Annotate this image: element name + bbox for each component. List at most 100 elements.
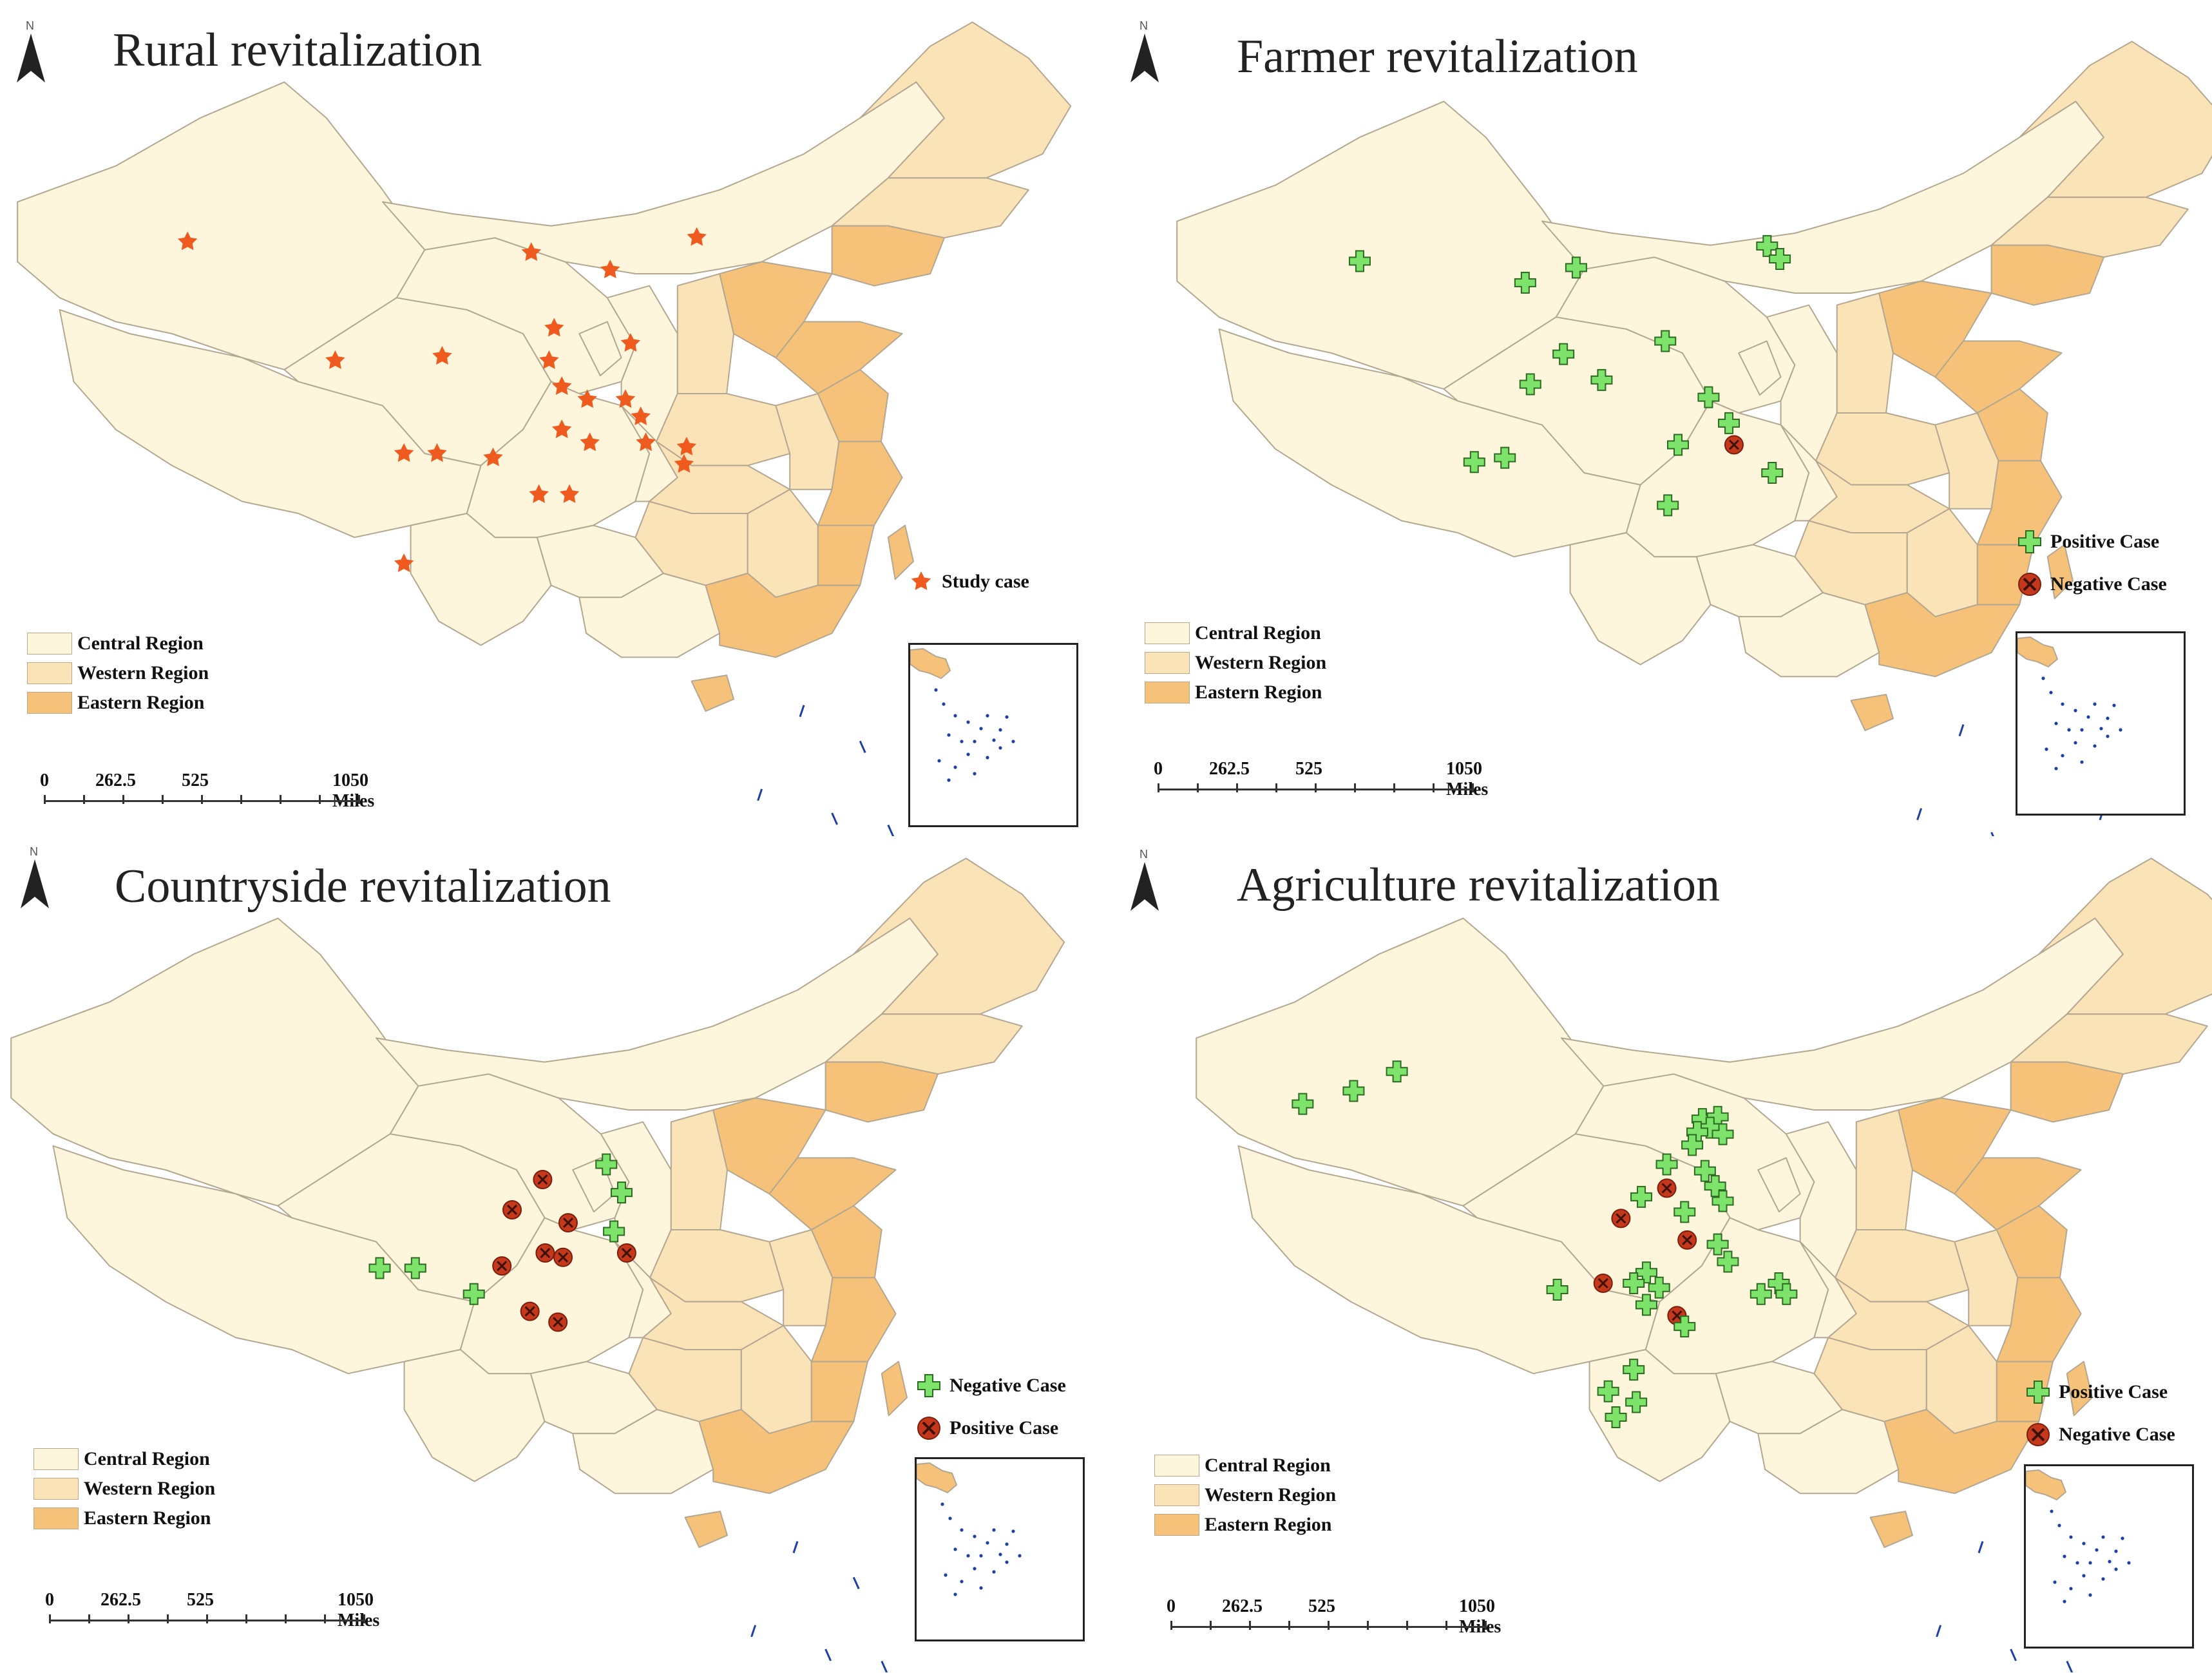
green-cross-marker-icon bbox=[1775, 1283, 1798, 1305]
green-cross-marker-icon bbox=[1623, 1359, 1645, 1381]
scale-tick bbox=[1288, 1621, 1290, 1630]
inset-island-dot bbox=[2082, 1542, 2086, 1545]
province-heilongjiang bbox=[859, 21, 1072, 179]
symbol-legend: Study case bbox=[907, 560, 1029, 603]
inset-island-dot bbox=[2099, 727, 2103, 731]
inset-island-dot bbox=[2088, 1561, 2092, 1565]
inset-island-dot bbox=[960, 740, 964, 743]
inset-island-dot bbox=[947, 733, 951, 737]
inset-island-dot bbox=[2067, 728, 2071, 732]
island-mark bbox=[825, 1649, 832, 1661]
green-cross-marker-icon bbox=[1697, 386, 1720, 408]
province-guangdong bbox=[1864, 592, 2021, 678]
province-yunnan bbox=[1588, 1349, 1731, 1482]
scale-tick bbox=[1236, 783, 1238, 792]
inset-island-dot bbox=[2093, 702, 2097, 706]
green-cross-marker-icon bbox=[1342, 1080, 1365, 1102]
north-arrow-icon: N bbox=[1125, 19, 1164, 84]
inset-island-dot bbox=[940, 1502, 944, 1506]
red-x-circle-marker-icon bbox=[535, 1243, 555, 1263]
island-mark bbox=[1916, 808, 1923, 821]
red-x-circle-marker-icon bbox=[553, 1247, 573, 1267]
green-cross-marker-icon bbox=[1605, 1406, 1627, 1428]
green-cross-marker-icon bbox=[1519, 373, 1541, 396]
island-mark bbox=[881, 1660, 888, 1672]
north-arrow-icon: N bbox=[1125, 848, 1164, 912]
scale-tick bbox=[167, 1614, 169, 1623]
red-x-circle-icon bbox=[2018, 573, 2041, 596]
inset-island-dot bbox=[2106, 734, 2110, 738]
red-x-circle-marker-icon bbox=[558, 1213, 578, 1233]
green-cross-marker-icon bbox=[1673, 1201, 1696, 1223]
island-mark bbox=[750, 1625, 757, 1638]
inset-island-dot bbox=[966, 752, 970, 756]
province-heilongjiang bbox=[2019, 41, 2212, 198]
study-case-star-icon bbox=[394, 443, 414, 462]
province-yunnan bbox=[1569, 532, 1711, 665]
inset-island-dot bbox=[973, 772, 977, 776]
map-title: Agriculture revitalization bbox=[1237, 859, 1720, 912]
scale-tick bbox=[1354, 783, 1356, 792]
inset-island-dot bbox=[986, 1541, 989, 1545]
scale-tick bbox=[1433, 783, 1435, 792]
green-cross-marker-icon bbox=[1693, 1160, 1716, 1182]
legend-western: Western Region bbox=[27, 658, 209, 688]
red-x-circle-icon bbox=[2026, 1423, 2050, 1446]
island-mark bbox=[1958, 724, 1965, 737]
markers-rural bbox=[177, 227, 707, 573]
region-legend: Central Region Western Region Eastern Re… bbox=[1154, 1451, 1336, 1540]
province-liaoning bbox=[1990, 244, 2104, 306]
inset-island-dot bbox=[992, 1528, 996, 1532]
inset-island-dot bbox=[942, 702, 946, 706]
red-x-circle-marker-icon bbox=[1724, 435, 1744, 455]
scale-tick bbox=[83, 795, 85, 804]
inset-island-dot bbox=[973, 740, 977, 743]
south-china-sea-inset bbox=[2016, 631, 2186, 816]
island-mark bbox=[799, 705, 805, 718]
star-icon bbox=[911, 571, 931, 590]
inset-island-dot bbox=[953, 1592, 957, 1596]
legend-study-case: Study case bbox=[907, 560, 1029, 603]
region-legend: Central Region Western Region Eastern Re… bbox=[27, 629, 209, 718]
inset-island-dot bbox=[979, 727, 983, 731]
legend-western: Western Region bbox=[33, 1474, 215, 1504]
map-title: Farmer revitalization bbox=[1237, 30, 1638, 83]
scale-tick bbox=[1406, 1621, 1408, 1630]
inset-island-dot bbox=[960, 1528, 964, 1532]
green-cross-marker-icon bbox=[1718, 412, 1740, 434]
red-x-circle-marker-icon bbox=[1593, 1274, 1613, 1293]
scale-tick bbox=[1315, 783, 1317, 792]
inset-island-dot bbox=[2106, 716, 2110, 720]
province-hainan bbox=[691, 674, 734, 712]
map-title: Rural revitalization bbox=[113, 24, 482, 77]
inset-island-dot bbox=[2061, 754, 2064, 758]
province-liaoning bbox=[825, 1061, 939, 1123]
province-ningxia bbox=[578, 321, 622, 377]
province-heilongjiang bbox=[2038, 857, 2212, 1015]
scale-tick bbox=[206, 1614, 208, 1623]
scale-bar: 0 262.5 525 1050 Miles bbox=[1167, 1596, 1502, 1637]
province-yunnan bbox=[403, 1349, 546, 1482]
inset-island-dot bbox=[2054, 722, 2058, 725]
region-legend: Central Region Western Region Eastern Re… bbox=[1145, 618, 1326, 707]
green-cross-marker-icon bbox=[1597, 1380, 1619, 1402]
legend-eastern: Eastern Region bbox=[1154, 1510, 1336, 1540]
inset-island-dot bbox=[2088, 1593, 2092, 1597]
red-x-circle-marker-icon bbox=[502, 1200, 522, 1219]
inset-coastline bbox=[2017, 636, 2059, 668]
green-cross-marker-icon bbox=[1590, 368, 1613, 391]
green-cross-marker-icon bbox=[1769, 248, 1791, 271]
green-cross-marker-icon bbox=[1630, 1185, 1653, 1208]
inset-island-dot bbox=[966, 1554, 970, 1558]
study-case-star-icon bbox=[551, 419, 572, 439]
scale-tick bbox=[240, 795, 242, 804]
scale-tick bbox=[1249, 1621, 1251, 1630]
study-case-star-icon bbox=[529, 484, 549, 503]
legend-eastern: Eastern Region bbox=[33, 1504, 215, 1533]
province-hainan bbox=[1869, 1511, 1913, 1548]
scale-tick bbox=[1275, 783, 1277, 792]
scale-bar: 0 262.5 525 1050 Miles bbox=[45, 1590, 380, 1630]
green-cross-marker-icon bbox=[1625, 1391, 1648, 1413]
province-guangdong bbox=[698, 1409, 855, 1495]
green-cross-marker-icon bbox=[1514, 271, 1536, 294]
